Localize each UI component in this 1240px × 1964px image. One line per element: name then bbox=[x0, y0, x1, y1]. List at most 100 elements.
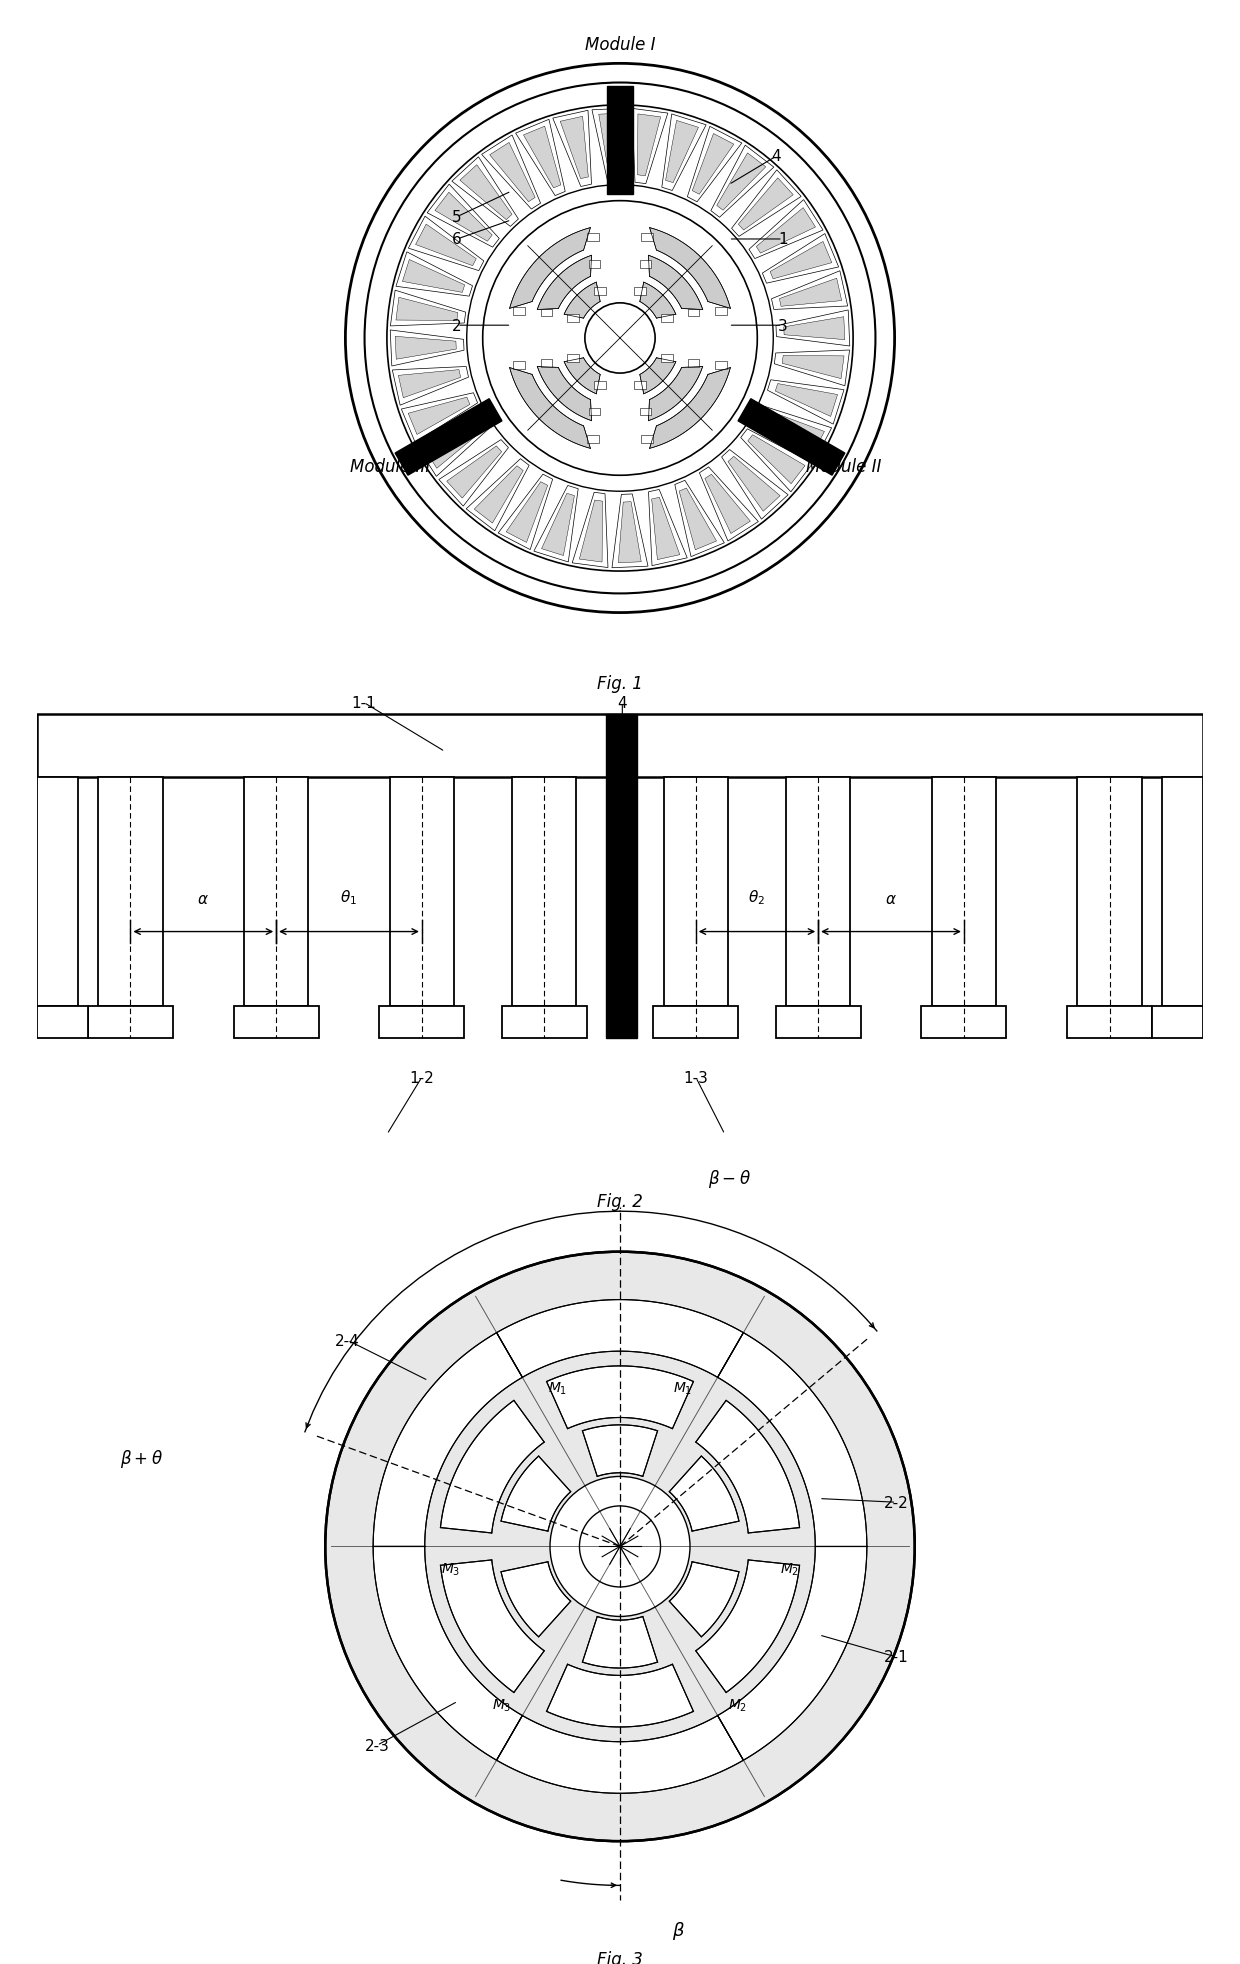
Polygon shape bbox=[424, 424, 484, 469]
Polygon shape bbox=[782, 355, 844, 379]
Bar bbox=[37, 778, 78, 1006]
Polygon shape bbox=[373, 1548, 522, 1760]
Polygon shape bbox=[440, 1400, 544, 1534]
Polygon shape bbox=[510, 228, 590, 308]
Text: 3: 3 bbox=[777, 318, 787, 334]
Polygon shape bbox=[547, 1664, 693, 1726]
Polygon shape bbox=[537, 255, 591, 310]
FancyBboxPatch shape bbox=[541, 359, 552, 367]
Polygon shape bbox=[396, 399, 502, 475]
Polygon shape bbox=[649, 491, 687, 566]
Text: 6: 6 bbox=[453, 232, 463, 247]
Text: $\beta + \theta$: $\beta + \theta$ bbox=[120, 1447, 164, 1469]
Polygon shape bbox=[439, 440, 508, 507]
Bar bbox=[233, 1006, 319, 1039]
Polygon shape bbox=[428, 185, 500, 247]
Polygon shape bbox=[591, 110, 627, 183]
FancyBboxPatch shape bbox=[640, 261, 651, 269]
Polygon shape bbox=[718, 1548, 867, 1760]
Polygon shape bbox=[779, 279, 842, 306]
Polygon shape bbox=[440, 1559, 544, 1693]
Polygon shape bbox=[632, 110, 668, 185]
Polygon shape bbox=[748, 436, 805, 485]
Text: $M_2$: $M_2$ bbox=[780, 1561, 799, 1577]
Polygon shape bbox=[740, 430, 812, 493]
Polygon shape bbox=[415, 226, 476, 267]
Polygon shape bbox=[718, 1334, 867, 1548]
Polygon shape bbox=[542, 495, 574, 556]
FancyBboxPatch shape bbox=[634, 381, 646, 389]
Polygon shape bbox=[417, 418, 491, 477]
Text: 4: 4 bbox=[771, 149, 781, 165]
Polygon shape bbox=[650, 369, 730, 450]
Polygon shape bbox=[474, 467, 523, 524]
Polygon shape bbox=[652, 499, 680, 560]
Text: $M_2$: $M_2$ bbox=[728, 1697, 748, 1713]
Polygon shape bbox=[496, 1717, 744, 1793]
Polygon shape bbox=[564, 359, 600, 395]
Bar bbox=[37, 715, 1203, 778]
FancyBboxPatch shape bbox=[589, 409, 600, 416]
Polygon shape bbox=[687, 128, 742, 202]
Text: $M_1$: $M_1$ bbox=[673, 1381, 692, 1396]
FancyBboxPatch shape bbox=[594, 381, 606, 389]
FancyBboxPatch shape bbox=[688, 310, 699, 318]
Polygon shape bbox=[501, 1561, 570, 1636]
Bar bbox=[775, 1006, 861, 1039]
Circle shape bbox=[585, 304, 655, 373]
FancyBboxPatch shape bbox=[661, 314, 673, 322]
Polygon shape bbox=[776, 310, 849, 348]
Text: $M_1$: $M_1$ bbox=[548, 1381, 567, 1396]
Bar bbox=[98, 778, 162, 1006]
Polygon shape bbox=[749, 200, 823, 259]
Polygon shape bbox=[756, 407, 832, 462]
Text: 1-3: 1-3 bbox=[683, 1070, 708, 1084]
Polygon shape bbox=[506, 483, 548, 544]
Polygon shape bbox=[704, 475, 750, 534]
Text: $\beta$: $\beta$ bbox=[672, 1919, 684, 1940]
Polygon shape bbox=[396, 253, 472, 297]
Text: 2-1: 2-1 bbox=[884, 1650, 909, 1665]
FancyBboxPatch shape bbox=[634, 289, 646, 297]
Polygon shape bbox=[408, 216, 484, 271]
FancyBboxPatch shape bbox=[640, 409, 651, 416]
Polygon shape bbox=[373, 1334, 522, 1548]
Polygon shape bbox=[391, 330, 464, 367]
Polygon shape bbox=[496, 1300, 744, 1377]
Polygon shape bbox=[649, 367, 703, 422]
Text: 2-2: 2-2 bbox=[884, 1495, 909, 1510]
Polygon shape bbox=[572, 493, 608, 568]
FancyBboxPatch shape bbox=[715, 308, 727, 316]
FancyBboxPatch shape bbox=[715, 361, 727, 369]
Polygon shape bbox=[537, 367, 591, 422]
Polygon shape bbox=[738, 179, 794, 232]
Bar bbox=[931, 778, 996, 1006]
Polygon shape bbox=[391, 291, 466, 326]
Polygon shape bbox=[398, 371, 461, 399]
Polygon shape bbox=[775, 385, 837, 416]
Polygon shape bbox=[784, 318, 844, 340]
Polygon shape bbox=[560, 118, 588, 179]
FancyBboxPatch shape bbox=[513, 361, 525, 369]
Text: Module I: Module I bbox=[585, 35, 655, 55]
Text: 2-4: 2-4 bbox=[335, 1334, 360, 1347]
Polygon shape bbox=[490, 143, 536, 202]
Polygon shape bbox=[583, 1616, 657, 1667]
Circle shape bbox=[325, 1253, 915, 1842]
Text: Fig. 3: Fig. 3 bbox=[598, 1950, 642, 1964]
Polygon shape bbox=[732, 171, 801, 238]
Polygon shape bbox=[466, 460, 529, 532]
Circle shape bbox=[482, 202, 758, 475]
Polygon shape bbox=[711, 145, 774, 218]
Polygon shape bbox=[717, 153, 766, 210]
Text: 2: 2 bbox=[453, 318, 463, 334]
Bar bbox=[606, 715, 637, 1039]
Bar bbox=[1152, 1006, 1203, 1039]
Polygon shape bbox=[764, 410, 825, 452]
Bar bbox=[786, 778, 851, 1006]
Polygon shape bbox=[501, 1457, 570, 1532]
Bar bbox=[379, 1006, 465, 1039]
Text: Fig. 2: Fig. 2 bbox=[598, 1192, 642, 1210]
FancyBboxPatch shape bbox=[513, 308, 525, 316]
FancyBboxPatch shape bbox=[541, 310, 552, 318]
